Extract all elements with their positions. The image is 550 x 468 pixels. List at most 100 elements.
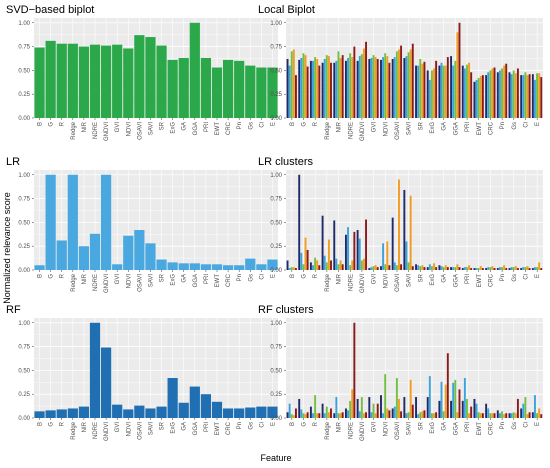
bar-NIR-s3 <box>337 264 340 270</box>
bar-SAVI-s3 <box>407 52 410 118</box>
bar-NIR <box>78 246 90 270</box>
bar-GVI-s4 <box>374 57 377 118</box>
bar-GGA-s5 <box>458 389 461 418</box>
bar-NDRE <box>89 44 101 118</box>
x-tick-label: OSAVI <box>395 122 401 140</box>
bar-GA-s3 <box>442 267 445 270</box>
bar-Pn <box>234 265 245 270</box>
bar-GA <box>178 263 189 270</box>
bar-GVI-s2 <box>370 412 373 418</box>
x-tick-label: GVI <box>115 422 121 433</box>
y-tick-label: 0.50 <box>18 368 30 374</box>
y-tick-label: 0.25 <box>18 92 30 98</box>
bar-SAVI-s1 <box>403 58 406 118</box>
x-tick-label: G <box>49 422 55 427</box>
y-tick-label: 0.25 <box>270 392 282 398</box>
y-tick-label: 0.50 <box>18 220 30 226</box>
bar-Ci <box>256 406 267 418</box>
x-tick-label: B <box>290 422 296 426</box>
y-tick-label: 0.75 <box>270 45 282 51</box>
bar-EWT-s1 <box>473 268 476 270</box>
bar-G <box>45 174 56 270</box>
bar-PRI-s4 <box>468 265 471 270</box>
bar-SAVI-s2 <box>405 241 408 270</box>
x-tick-label: G <box>302 274 308 279</box>
bar-B-s3 <box>290 414 293 418</box>
bar-B-s3 <box>290 51 293 119</box>
x-tick-label: EWT <box>215 274 221 288</box>
bar-G-s4 <box>304 414 307 418</box>
bar-ExG-s4 <box>433 68 435 118</box>
bar-E-s3 <box>536 413 539 418</box>
x-tick-label: PRI <box>204 274 210 284</box>
bar-Pn <box>234 408 245 418</box>
bar-Redge-s4 <box>327 239 330 270</box>
bar-SR <box>156 259 167 270</box>
bar-GA-s4 <box>444 265 447 270</box>
bar-CRC <box>222 408 234 418</box>
bar-Ci-s1 <box>520 268 523 270</box>
bar-CRC-s2 <box>487 72 490 118</box>
x-tick-label: GA <box>442 422 448 431</box>
bar-Pn-s4 <box>503 265 506 270</box>
x-tick-label: GNDVI <box>360 422 366 441</box>
x-tick-label: R <box>313 273 319 278</box>
x-tick-label: E <box>535 274 541 278</box>
bar-Gs-s2 <box>510 413 513 418</box>
x-tick-label: Gs <box>512 122 518 130</box>
bar-Gs-s3 <box>512 70 515 118</box>
bar-B-s5 <box>294 75 297 118</box>
bar-OSAVI-s5 <box>400 411 403 418</box>
bar-Ci-s1 <box>520 75 523 118</box>
y-tick-label: 0.75 <box>18 345 30 351</box>
bar-NDRE-s3 <box>349 53 352 118</box>
bar-R-s3 <box>314 257 317 270</box>
bar-Gs-s4 <box>514 266 517 270</box>
bar-CRC <box>222 265 234 270</box>
bar-R-s5 <box>318 65 321 118</box>
bar-ExG-s1 <box>426 397 429 418</box>
x-tick-label: Pn <box>500 122 506 129</box>
bar-EWT-s2 <box>475 79 478 118</box>
bar-NDVI-s1 <box>380 395 382 418</box>
y-tick-label: 0.75 <box>270 197 282 203</box>
bar-CRC-s2 <box>487 267 490 270</box>
bar-PRI-s2 <box>463 68 466 118</box>
bar-GA-s4 <box>444 384 447 418</box>
x-tick-label: GA <box>442 274 448 283</box>
bar-PRI-s5 <box>470 268 473 270</box>
bar-Pn-s5 <box>505 413 508 418</box>
panel-local: Local Biplot 0.00 0.25 0.50 0.75 1.00 B G R Redge… <box>258 4 543 141</box>
bar-SAVI-s5 <box>411 266 414 270</box>
x-tick-label: R <box>60 273 66 278</box>
bar-EWT-s3 <box>477 268 480 270</box>
bar-OSAVI-s4 <box>398 49 400 118</box>
bar-Gs <box>245 258 256 270</box>
bar-SAVI-s4 <box>409 195 412 270</box>
bar-GA-s5 <box>446 353 449 418</box>
bar-NDRE-s1 <box>344 408 347 418</box>
x-tick-label: NDVI <box>126 274 132 289</box>
x-tick-label: E <box>535 122 541 126</box>
x-tick-label: EWT <box>477 122 483 136</box>
bar-GGA <box>189 22 200 119</box>
bar-NIR-s5 <box>341 55 344 118</box>
bar-E-s2 <box>534 79 536 118</box>
x-tick-label: CRC <box>226 421 232 435</box>
x-tick-label: NIR <box>337 273 343 284</box>
bar-SAVI-s3 <box>407 262 410 270</box>
bar-R-s2 <box>312 265 314 270</box>
bar-Gs-s1 <box>508 413 511 418</box>
x-tick-label: GA <box>182 422 188 431</box>
bar-E-s4 <box>538 408 541 418</box>
x-tick-label: Gs <box>248 274 254 282</box>
bar-Gs-s4 <box>514 73 517 118</box>
y-tick-label: 1.00 <box>18 321 30 327</box>
x-tick-label: NDRE <box>93 274 99 291</box>
bar-G <box>45 410 56 418</box>
bar-Ci-s1 <box>520 408 523 418</box>
bar-Ci-s2 <box>522 403 525 418</box>
bar-NIR-s2 <box>335 397 338 418</box>
x-tick-label: NDVI <box>383 122 389 137</box>
